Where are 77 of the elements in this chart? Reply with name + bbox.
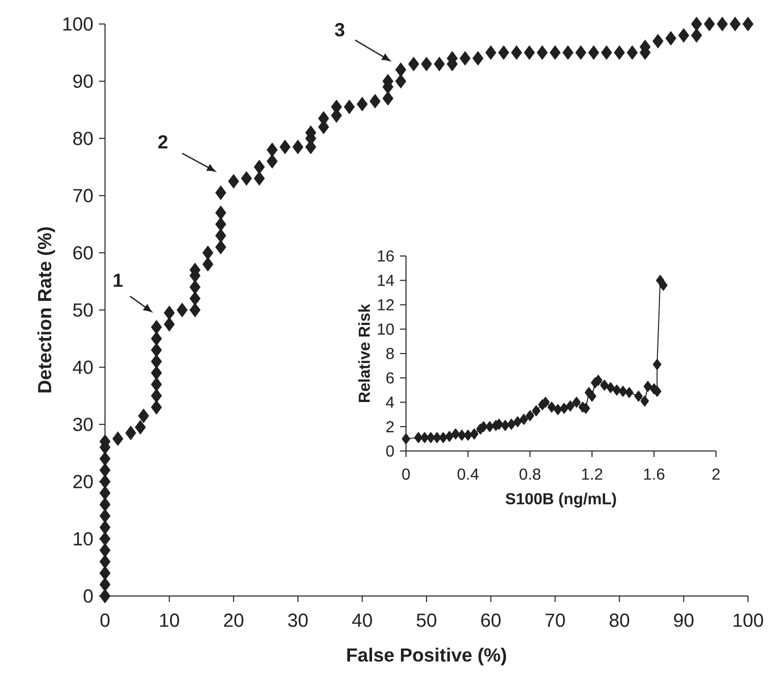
y-tick-label: 80 [73, 132, 93, 146]
x-tick-label: 0.4 [458, 468, 479, 480]
point [445, 430, 454, 442]
point [426, 432, 436, 444]
point [606, 382, 615, 394]
x-tick-label: 80 [610, 614, 630, 627]
x-axis-title: S100B (ng/mL) [506, 492, 616, 508]
y-tick-label: 4 [386, 396, 394, 408]
point [644, 380, 652, 392]
x-tick-label: 70 [546, 614, 565, 627]
x-tick-label: 60 [481, 614, 501, 627]
point [470, 428, 478, 440]
x-tick-label: 20 [224, 614, 244, 627]
y-tick-label: 50 [73, 303, 93, 317]
point [652, 358, 662, 370]
x-tick-label: 0 [402, 468, 410, 480]
point [588, 390, 596, 402]
point [600, 380, 609, 391]
point [659, 280, 668, 291]
point [624, 386, 634, 398]
point [560, 402, 568, 414]
point [451, 428, 460, 440]
x-tick-label: 30 [288, 614, 308, 627]
point [634, 390, 643, 402]
y-tick-label: 8 [386, 348, 394, 360]
y-tick-label: 70 [73, 188, 93, 202]
annotation: 1 [114, 274, 123, 287]
point [432, 432, 442, 444]
y-tick-label: 2 [386, 421, 394, 432]
y-axis-title: Relative Risk [358, 304, 370, 402]
point [572, 396, 581, 408]
x-tick-label: 1.2 [582, 468, 602, 480]
x-tick-label: 1.6 [644, 468, 664, 480]
y-tick-label: 0 [84, 589, 93, 603]
point [547, 402, 556, 413]
y-tick-label: 100 [63, 17, 93, 31]
y-tick-label: 14 [378, 274, 394, 286]
x-tick-label: 2 [712, 468, 720, 480]
x-tick-label: 0 [100, 614, 110, 627]
x-tick-label: 40 [352, 614, 372, 627]
x-tick-label: 90 [674, 614, 694, 627]
point [554, 404, 562, 416]
x-tick-label: 50 [416, 614, 436, 627]
y-tick-label: 12 [378, 299, 394, 310]
y-tick-label: 10 [378, 323, 394, 335]
y-tick-label: 16 [378, 250, 394, 262]
point [507, 418, 516, 430]
point [640, 396, 649, 407]
point [414, 432, 423, 444]
point [458, 430, 466, 441]
point [618, 386, 628, 397]
point [485, 421, 494, 432]
point [500, 420, 510, 431]
x-tick-label: 10 [160, 614, 180, 627]
point [438, 432, 448, 444]
y-tick-label: 6 [386, 372, 394, 384]
y-tick-label: 40 [72, 360, 93, 374]
point [420, 432, 429, 444]
point [532, 405, 540, 416]
x-tick-label: 100 [734, 614, 764, 627]
annotation: 3 [334, 22, 344, 36]
y-tick-label: 30 [73, 418, 93, 432]
y-tick-label: 60 [73, 246, 93, 260]
x-axis-title: False Positive (%) [347, 648, 506, 666]
point [402, 433, 410, 444]
y-tick-label: 90 [73, 74, 93, 88]
point [526, 410, 534, 422]
x-tick-label: 0.8 [520, 468, 540, 480]
y-tick-label: 10 [74, 532, 93, 546]
annotation: 2 [158, 135, 168, 148]
point [464, 430, 472, 441]
point [566, 400, 575, 412]
point [520, 414, 528, 425]
point [513, 416, 522, 428]
y-tick-label: 0 [386, 445, 394, 457]
point [612, 384, 622, 396]
y-axis-title: Detection Rate (%) [37, 227, 56, 392]
